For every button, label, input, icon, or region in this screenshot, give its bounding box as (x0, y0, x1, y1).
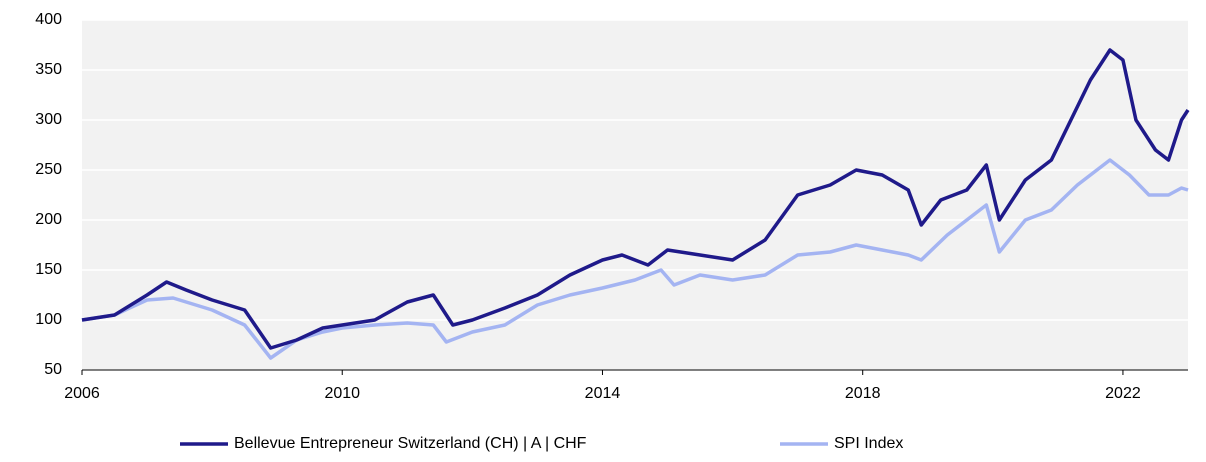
x-tick-label: 2006 (64, 385, 100, 402)
x-tick-label: 2018 (845, 385, 881, 402)
y-tick-label: 150 (35, 261, 62, 278)
y-tick-label: 250 (35, 161, 62, 178)
legend-label: SPI Index (834, 435, 903, 452)
y-tick-label: 400 (35, 11, 62, 28)
x-tick-label: 2010 (324, 385, 360, 402)
x-tick-label: 2014 (585, 385, 621, 402)
y-tick-label: 350 (35, 61, 62, 78)
y-tick-label: 300 (35, 111, 62, 128)
plot-area (82, 20, 1188, 370)
legend-label: Bellevue Entrepreneur Switzerland (CH) |… (234, 435, 587, 452)
y-tick-label: 100 (35, 311, 62, 328)
x-tick-label: 2022 (1105, 385, 1141, 402)
y-tick-label: 50 (44, 361, 62, 378)
series-line (81, 48, 1190, 350)
y-tick-label: 200 (35, 211, 62, 228)
